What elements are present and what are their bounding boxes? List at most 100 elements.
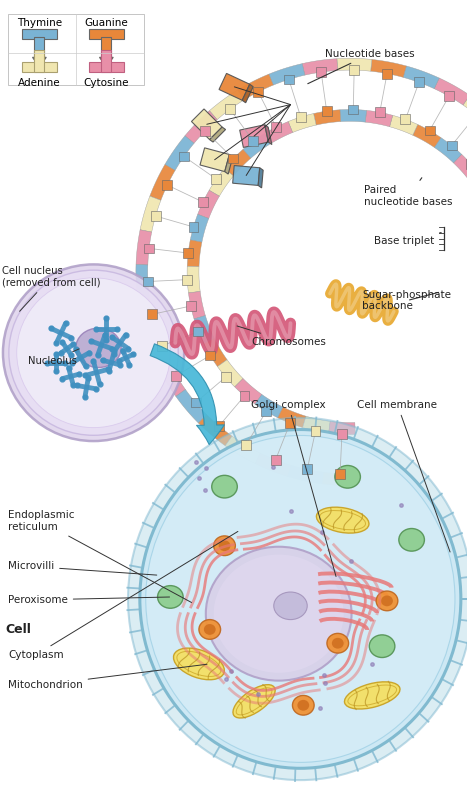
- FancyBboxPatch shape: [35, 37, 44, 58]
- Polygon shape: [288, 466, 324, 484]
- Ellipse shape: [332, 638, 344, 649]
- Polygon shape: [340, 110, 366, 122]
- Bar: [466, 159, 474, 169]
- Ellipse shape: [212, 475, 237, 498]
- Polygon shape: [225, 154, 233, 174]
- Polygon shape: [191, 109, 222, 139]
- Polygon shape: [100, 58, 113, 67]
- Polygon shape: [278, 407, 306, 427]
- Bar: [302, 465, 312, 474]
- Ellipse shape: [214, 554, 344, 673]
- Polygon shape: [233, 166, 260, 186]
- Ellipse shape: [204, 624, 216, 635]
- Ellipse shape: [345, 682, 400, 709]
- Polygon shape: [136, 230, 152, 265]
- Polygon shape: [33, 58, 46, 67]
- Bar: [163, 180, 173, 190]
- Ellipse shape: [214, 536, 236, 555]
- Text: Chromosomes: Chromosomes: [237, 326, 326, 347]
- Polygon shape: [390, 115, 418, 135]
- Ellipse shape: [369, 635, 395, 658]
- Polygon shape: [288, 114, 316, 133]
- Polygon shape: [165, 136, 194, 170]
- Polygon shape: [302, 58, 337, 75]
- Bar: [179, 151, 189, 162]
- Text: Sugar-phosphate
backbone: Sugar-phosphate backbone: [363, 290, 451, 311]
- Polygon shape: [454, 154, 474, 182]
- Polygon shape: [150, 165, 175, 200]
- Ellipse shape: [146, 435, 455, 762]
- Polygon shape: [199, 414, 232, 446]
- Bar: [225, 104, 235, 114]
- Polygon shape: [243, 134, 271, 158]
- Bar: [337, 430, 347, 439]
- Bar: [285, 418, 295, 428]
- Text: Cell nucleus
(removed from cell): Cell nucleus (removed from cell): [2, 266, 100, 311]
- FancyBboxPatch shape: [22, 62, 57, 72]
- Polygon shape: [264, 122, 292, 144]
- Polygon shape: [337, 58, 372, 71]
- Polygon shape: [237, 74, 273, 100]
- Polygon shape: [265, 125, 272, 145]
- Bar: [316, 67, 326, 77]
- FancyBboxPatch shape: [101, 37, 111, 58]
- Polygon shape: [200, 148, 229, 171]
- Ellipse shape: [297, 700, 309, 710]
- Polygon shape: [258, 168, 263, 188]
- FancyBboxPatch shape: [22, 29, 57, 38]
- Bar: [348, 105, 358, 114]
- Ellipse shape: [317, 507, 369, 533]
- Bar: [472, 110, 474, 120]
- Ellipse shape: [206, 546, 352, 681]
- Bar: [322, 106, 332, 116]
- Polygon shape: [209, 169, 234, 196]
- Bar: [271, 122, 281, 132]
- Text: Cytosine: Cytosine: [83, 78, 129, 88]
- Polygon shape: [470, 174, 474, 202]
- Polygon shape: [240, 125, 268, 147]
- FancyBboxPatch shape: [89, 62, 124, 72]
- Bar: [401, 114, 410, 124]
- Bar: [183, 248, 193, 258]
- Ellipse shape: [274, 592, 307, 619]
- Bar: [253, 87, 263, 97]
- Ellipse shape: [327, 634, 348, 653]
- Polygon shape: [434, 78, 470, 105]
- Text: Cell membrane: Cell membrane: [357, 400, 450, 552]
- Bar: [198, 197, 208, 207]
- Polygon shape: [322, 472, 357, 486]
- Bar: [425, 126, 435, 135]
- Ellipse shape: [219, 540, 230, 551]
- Ellipse shape: [128, 418, 473, 780]
- Bar: [382, 69, 392, 78]
- FancyBboxPatch shape: [89, 29, 124, 38]
- Text: Adenine: Adenine: [18, 78, 61, 88]
- Bar: [241, 440, 251, 450]
- Bar: [186, 301, 196, 311]
- Ellipse shape: [173, 648, 224, 680]
- Text: Cell: Cell: [5, 623, 31, 636]
- Bar: [261, 406, 271, 416]
- Text: Mitochondrion: Mitochondrion: [8, 664, 207, 690]
- FancyBboxPatch shape: [35, 50, 44, 72]
- Polygon shape: [371, 59, 406, 78]
- Bar: [248, 136, 258, 146]
- Bar: [191, 398, 201, 407]
- Bar: [296, 112, 306, 122]
- Polygon shape: [242, 84, 253, 102]
- Ellipse shape: [381, 595, 393, 606]
- Polygon shape: [463, 95, 474, 126]
- Bar: [228, 154, 238, 163]
- Bar: [447, 141, 456, 150]
- Text: Paired
nucleotide bases: Paired nucleotide bases: [365, 178, 453, 207]
- Bar: [349, 66, 359, 75]
- Text: Guanine: Guanine: [84, 18, 128, 28]
- Polygon shape: [269, 64, 305, 85]
- Polygon shape: [210, 90, 244, 120]
- Text: Nucleolus: Nucleolus: [27, 349, 79, 366]
- Ellipse shape: [76, 328, 121, 367]
- Polygon shape: [434, 138, 462, 163]
- Polygon shape: [140, 196, 161, 232]
- Polygon shape: [176, 390, 207, 423]
- Polygon shape: [218, 360, 243, 387]
